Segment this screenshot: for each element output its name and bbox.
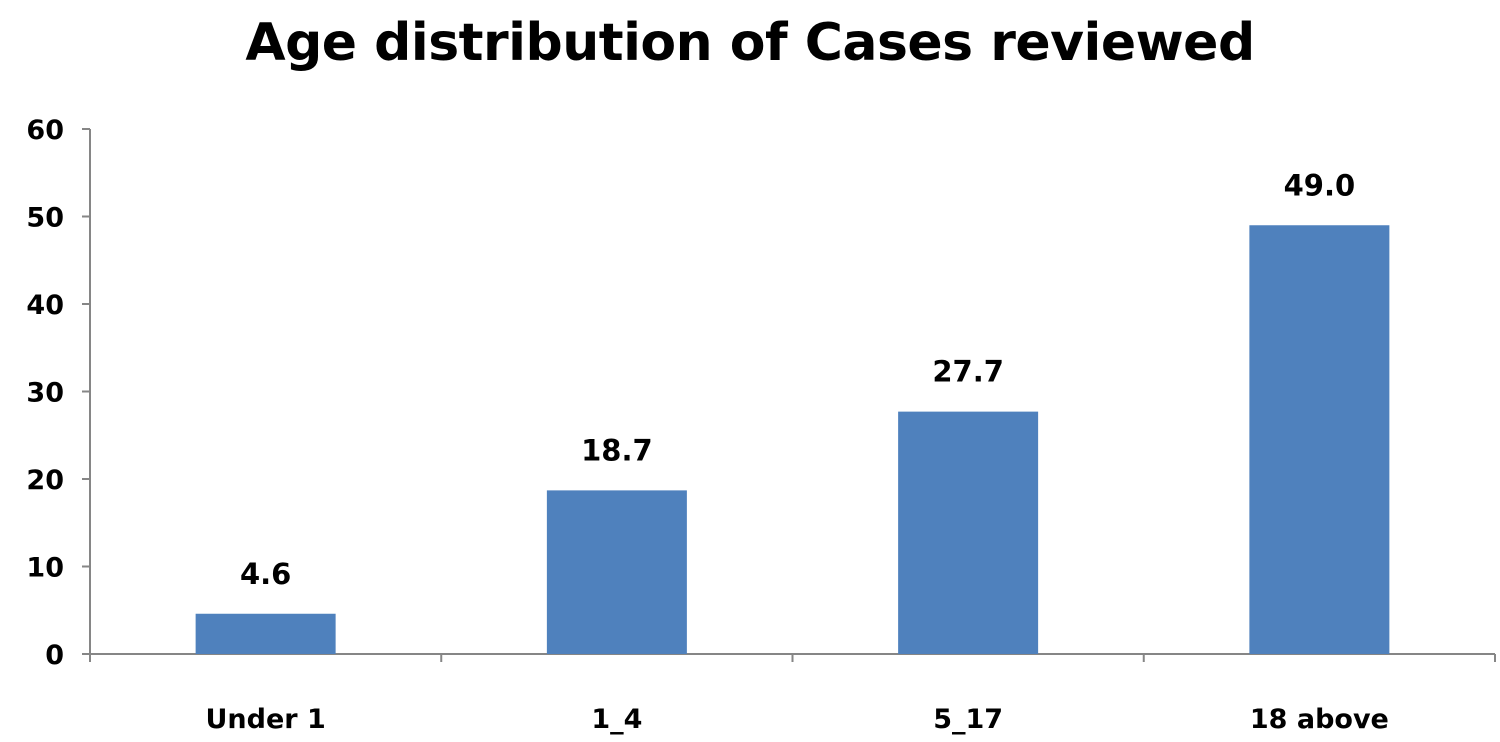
bars bbox=[195, 225, 1390, 654]
x-tick-label: 1_4 bbox=[591, 704, 642, 735]
y-tick-label: 30 bbox=[26, 378, 64, 409]
bar bbox=[195, 613, 336, 654]
x-tick-label: 18 above bbox=[1250, 704, 1389, 735]
y-tick-label: 10 bbox=[26, 553, 64, 584]
bar bbox=[898, 411, 1039, 654]
data-label: 4.6 bbox=[240, 557, 291, 591]
chart-title: Age distribution of Cases reviewed bbox=[245, 13, 1255, 73]
y-tick-label: 20 bbox=[26, 465, 64, 496]
y-axis: 0 10 20 30 40 50 60 bbox=[26, 115, 91, 671]
bar bbox=[546, 490, 687, 654]
x-tick-label: Under 1 bbox=[205, 704, 325, 735]
y-tick-label: 50 bbox=[26, 203, 64, 234]
data-label: 49.0 bbox=[1284, 168, 1356, 202]
y-tick-label: 60 bbox=[26, 115, 64, 146]
y-tick-label: 0 bbox=[45, 640, 64, 671]
data-labels: 4.6 18.7 27.7 49.0 bbox=[240, 168, 1355, 591]
data-label: 27.7 bbox=[932, 355, 1004, 389]
bar bbox=[1249, 225, 1390, 654]
data-label: 18.7 bbox=[581, 433, 653, 467]
x-tick-label: 5_17 bbox=[933, 704, 1003, 735]
y-tick-label: 40 bbox=[26, 290, 64, 321]
x-axis: Under 1 1_4 5_17 18 above bbox=[89, 653, 1496, 735]
